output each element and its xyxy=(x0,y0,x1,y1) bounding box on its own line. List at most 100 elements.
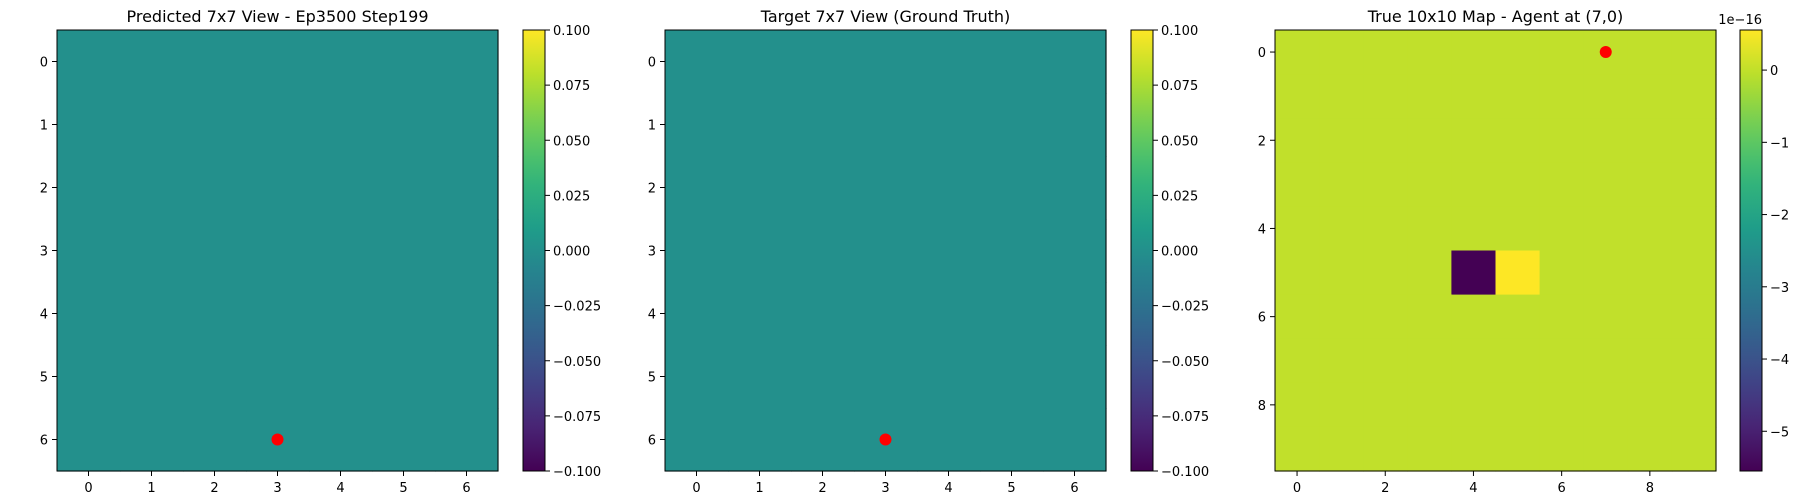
heatmap-cell xyxy=(309,156,373,220)
heatmap-cell xyxy=(1495,294,1541,340)
heatmap-cell xyxy=(435,93,499,157)
heatmap-cell xyxy=(1275,294,1320,340)
chart-title: True 10x10 Map - Agent at (7,0) xyxy=(1367,7,1624,26)
heatmap-cell xyxy=(1363,30,1408,75)
y-tick-label: 4 xyxy=(1258,222,1266,237)
heatmap-cell xyxy=(1043,408,1107,472)
heatmap-cell xyxy=(1275,250,1320,296)
y-tick-label: 1 xyxy=(40,119,48,134)
heatmap-cell xyxy=(1583,382,1629,428)
heatmap-cell xyxy=(1671,426,1717,472)
heatmap-cell xyxy=(980,156,1044,220)
heatmap-cell xyxy=(1319,250,1364,296)
colorbar-tick-label: 0.025 xyxy=(553,189,590,204)
heatmap-cell xyxy=(1451,74,1497,119)
heatmap-cell xyxy=(728,282,792,346)
colorbar-tick-label: 0.000 xyxy=(553,245,590,260)
y-tick-label: 5 xyxy=(648,371,656,386)
heatmap-cell xyxy=(1583,426,1629,472)
heatmap-cell xyxy=(309,282,373,346)
colorbar-tick-label: −0.025 xyxy=(1161,300,1209,315)
heatmap-cell xyxy=(1043,345,1107,409)
panel-predicted-view: Predicted 7x7 View - Ep3500 Step199 0 1 2 3 4… xyxy=(40,7,601,496)
agent-marker xyxy=(1599,46,1612,59)
heatmap-cell xyxy=(1671,30,1717,75)
colorbar-tick-label: −0.100 xyxy=(553,465,601,480)
heatmap-cell xyxy=(728,156,792,220)
heatmap-cell xyxy=(1539,294,1585,340)
heatmap-cell xyxy=(1319,382,1364,428)
heatmap-cell xyxy=(435,30,499,94)
heatmap-cell xyxy=(183,345,247,409)
heatmap-cell xyxy=(791,156,855,220)
heatmap-cell xyxy=(1627,250,1673,296)
x-tick-label: 0 xyxy=(84,481,92,496)
heatmap-cell xyxy=(1627,206,1673,252)
heatmap-cell xyxy=(57,156,121,220)
y-tick-label: 4 xyxy=(648,308,656,323)
heatmap-cell xyxy=(1539,426,1585,472)
heatmap-cell xyxy=(1495,206,1541,252)
heatmap-cell xyxy=(1451,338,1497,384)
colorbar-tick-label: −0.025 xyxy=(553,300,601,315)
heatmap-cell xyxy=(309,408,373,472)
heatmap-cell xyxy=(1627,426,1673,472)
heatmap-cell xyxy=(854,219,918,283)
heatmap-cell xyxy=(1319,162,1364,207)
heatmap-cell xyxy=(1583,74,1629,119)
heatmap-cell xyxy=(1539,162,1585,207)
heatmap-cell xyxy=(57,408,121,472)
x-tick-label: 2 xyxy=(1381,481,1389,496)
heatmap-cell xyxy=(1451,206,1497,252)
heatmap-cell xyxy=(1583,206,1629,252)
heatmap-cell xyxy=(1319,294,1364,340)
heatmap-cell xyxy=(1319,118,1364,163)
heatmap-cell xyxy=(309,345,373,409)
y-tick-label: 3 xyxy=(40,245,48,260)
heatmap-cell xyxy=(1671,294,1717,340)
heatmap-cell xyxy=(1407,382,1452,428)
heatmap-cell xyxy=(1627,118,1673,163)
heatmap-cell xyxy=(183,93,247,157)
x-tick-label: 1 xyxy=(147,481,155,496)
x-tick-label: 2 xyxy=(210,481,218,496)
heatmap-cell xyxy=(665,282,729,346)
heatmap-cell xyxy=(1539,250,1585,296)
x-tick-label: 8 xyxy=(1646,481,1654,496)
x-tick-label: 2 xyxy=(818,481,826,496)
colorbar-tick-label: 0.000 xyxy=(1161,245,1198,260)
colorbar-tick-label: 0 xyxy=(1770,64,1778,79)
heatmap-cell xyxy=(1671,338,1717,384)
y-tick-label: 3 xyxy=(648,245,656,260)
heatmap-cell xyxy=(1583,294,1629,340)
heatmap-cell xyxy=(1451,162,1497,207)
heatmap-cell xyxy=(246,282,310,346)
heatmap-cell xyxy=(435,156,499,220)
colorbar xyxy=(1131,30,1153,471)
heatmap-cell xyxy=(980,408,1044,472)
heatmap-cell xyxy=(791,219,855,283)
heatmap-cell xyxy=(917,282,981,346)
heatmap-cell xyxy=(372,219,436,283)
chart-title: Target 7x7 View (Ground Truth) xyxy=(760,7,1011,26)
heatmap-cell xyxy=(1407,338,1452,384)
heatmap-cell xyxy=(1451,250,1497,296)
x-tick-label: 5 xyxy=(1007,481,1015,496)
heatmap-cell xyxy=(246,30,310,94)
heatmap-cell xyxy=(1275,426,1320,472)
y-tick-label: 2 xyxy=(40,182,48,197)
y-tick-label: 6 xyxy=(1258,311,1266,326)
heatmap-cell xyxy=(1671,206,1717,252)
colorbar-tick-label: 0.025 xyxy=(1161,189,1198,204)
heatmap-cell xyxy=(120,30,184,94)
x-tick-label: 3 xyxy=(881,481,889,496)
heatmap-cell xyxy=(435,219,499,283)
agent-marker xyxy=(271,433,284,446)
x-tick-label: 5 xyxy=(399,481,407,496)
heatmap-cell xyxy=(120,282,184,346)
heatmap-cell xyxy=(665,219,729,283)
heatmap-cell xyxy=(1363,250,1408,296)
heatmap-cell xyxy=(57,282,121,346)
heatmap-cell xyxy=(1451,294,1497,340)
heatmap-cell xyxy=(1363,382,1408,428)
